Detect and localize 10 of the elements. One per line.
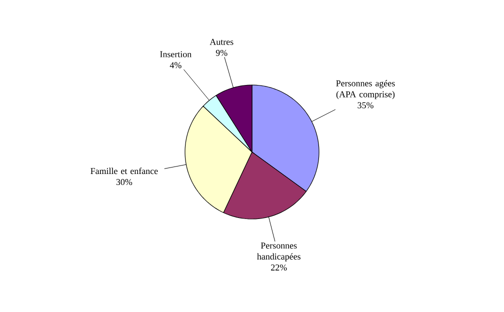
slice-label: Insertion — [160, 51, 192, 58]
data-label: 9% — [216, 50, 228, 56]
slice-label: Famille et enfance — [90, 168, 158, 174]
data-label: 4% — [170, 62, 182, 68]
data-label: 35% — [358, 102, 374, 108]
slice-label: Autres — [210, 38, 234, 45]
slice-label: Personnes agées (APA comprise) — [336, 80, 395, 100]
data-label: 22% — [271, 264, 287, 271]
data-label: 30% — [116, 178, 132, 186]
slice-label: Personnes handicapées — [257, 242, 300, 262]
